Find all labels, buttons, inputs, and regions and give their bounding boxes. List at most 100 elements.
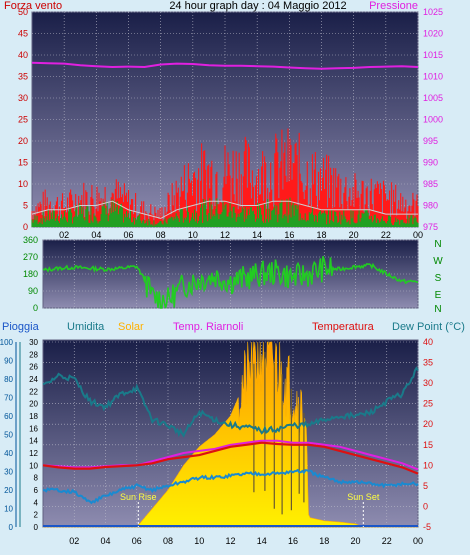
x-tick: 08 [156, 230, 166, 240]
rain-tick: 10 [4, 505, 13, 514]
wind-mean-line [31, 200, 418, 219]
x-tick: 18 [316, 230, 326, 240]
legend-umidita: Umidita [67, 321, 105, 333]
rain-tick: 80 [4, 375, 13, 384]
humidity-tick: 14 [29, 437, 38, 446]
rain-tick: 30 [4, 468, 13, 477]
humidity-tick: 8 [34, 474, 39, 483]
wind-tick: 35 [18, 72, 28, 82]
temp-tick: -5 [423, 522, 431, 532]
legend-dew-point: Dew Point (°C) [392, 321, 465, 333]
compass-label: N [434, 239, 441, 250]
legend-solar: Solar [118, 321, 144, 333]
rain-tick: 60 [4, 412, 13, 421]
humidity-tick: 28 [29, 350, 38, 359]
temp-tick: 30 [423, 378, 433, 388]
temp-panel-grid [43, 341, 419, 528]
rain-tick: 90 [4, 357, 13, 366]
x-tick: 20 [349, 230, 359, 240]
x-tick: 08 [163, 536, 173, 546]
rain-tick: 20 [4, 486, 13, 495]
humidity-line [42, 366, 419, 438]
humidity-tick: 30 [29, 338, 38, 347]
legend-pioggia: Pioggia [2, 321, 40, 333]
legend-temperatura: Temperatura [312, 321, 375, 333]
pressure-tick: 1005 [423, 93, 443, 103]
pressure-line [31, 61, 419, 70]
humidity-tick: 6 [34, 486, 39, 495]
pressure-right-axis: 1025 1020 1015 1010 1005 1000 995 990 985 980 975 [423, 7, 443, 232]
x-tick: 02 [69, 536, 79, 546]
wind-tick: 15 [18, 158, 28, 168]
temp-tick: 20 [423, 419, 433, 429]
temp-tick: 0 [423, 501, 428, 511]
direction-tick: 0 [33, 303, 38, 313]
x-tick: 00 [413, 536, 423, 546]
pressure-tick: 995 [423, 136, 438, 146]
dew-point-line [42, 468, 419, 505]
x-tick: 16 [284, 230, 294, 240]
wind-tick: 20 [18, 136, 28, 146]
pressure-tick: 1015 [423, 50, 443, 60]
humidity-tick: 22 [29, 387, 38, 396]
x-tick: 04 [100, 536, 110, 546]
humidity-tick: 12 [29, 449, 38, 458]
direction-tick: 90 [28, 286, 38, 296]
compass-label: N [434, 304, 441, 315]
direction-line [42, 256, 419, 309]
x-tick: 16 [288, 536, 298, 546]
wind-tick: 5 [23, 201, 28, 211]
temp-tick: 10 [423, 460, 433, 470]
wind-axis-label: Forza vento [4, 0, 62, 12]
wind-series [31, 61, 419, 227]
direction-tick: 360 [23, 235, 38, 245]
pressure-tick: 975 [423, 222, 438, 232]
wind-tick: 45 [18, 29, 28, 39]
wind-tick: 50 [18, 7, 28, 17]
direction-tick: 270 [23, 252, 38, 262]
wind-tick: 25 [18, 115, 28, 125]
direction-series [42, 256, 419, 309]
pressure-tick: 1020 [423, 29, 443, 39]
humidity-tick: 24 [29, 375, 38, 384]
x-tick: 22 [382, 536, 392, 546]
x-tick: 12 [225, 536, 235, 546]
x-tick: 02 [59, 230, 69, 240]
temp-tick: 40 [423, 337, 433, 347]
temp-left-axes: 1009080706050403020100302826242220181614… [0, 338, 39, 532]
pressure-tick: 990 [423, 158, 438, 168]
wind-x-axis: 02 04 06 08 10 12 14 16 18 20 22 00 [59, 230, 423, 240]
pressure-tick: 1000 [423, 115, 443, 125]
direction-left-axis: 360 270 180 90 0 [23, 235, 38, 313]
wind-avg-series [31, 197, 419, 227]
pressure-axis-label: Pressione [369, 0, 418, 12]
temp-tick: 25 [423, 399, 433, 409]
x-tick: 14 [252, 230, 262, 240]
rain-tick: 70 [4, 394, 13, 403]
temperature-line [42, 441, 419, 475]
pressure-tick: 980 [423, 201, 438, 211]
wind-tick: 30 [18, 93, 28, 103]
rain-tick: 0 [9, 523, 14, 532]
temp-series [42, 341, 419, 528]
chart-title: 24 hour graph day : 04 Maggio 2012 [169, 0, 346, 12]
compass-label: S [435, 273, 442, 284]
humidity-tick: 18 [29, 412, 38, 421]
x-tick: 00 [413, 230, 423, 240]
temp-tick: 15 [423, 440, 433, 450]
wind-tick: 10 [18, 179, 28, 189]
rain-tick: 100 [0, 338, 14, 347]
x-tick: 14 [257, 536, 267, 546]
x-tick: 10 [188, 230, 198, 240]
temp-x-axis: 02 04 06 08 10 12 14 16 18 20 22 00 [69, 536, 423, 546]
temp-right-axis: 40 35 30 25 20 15 10 5 0 -5 [423, 337, 433, 532]
humidity-tick: 16 [29, 424, 38, 433]
x-tick: 18 [319, 536, 329, 546]
pressure-tick: 1010 [423, 72, 443, 82]
pressure-tick: 985 [423, 179, 438, 189]
rain-tick: 50 [4, 431, 13, 440]
x-tick: 10 [194, 536, 204, 546]
temp-tick: 5 [423, 481, 428, 491]
